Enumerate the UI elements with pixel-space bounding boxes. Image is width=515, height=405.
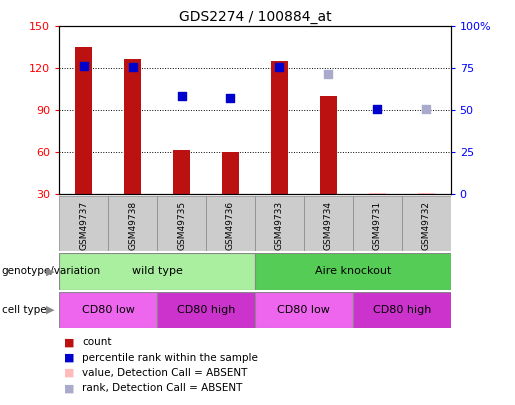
Point: [79, 62, 88, 69]
Point: [422, 106, 430, 112]
Bar: [418, 193, 435, 194]
Text: count: count: [82, 337, 112, 347]
Text: ▶: ▶: [46, 266, 54, 276]
Text: CD80 high: CD80 high: [177, 305, 235, 315]
Bar: [255, 196, 304, 251]
Bar: [124, 59, 141, 194]
Text: percentile rank within the sample: percentile rank within the sample: [82, 353, 259, 362]
Point: [275, 64, 283, 70]
Text: value, Detection Call = ABSENT: value, Detection Call = ABSENT: [82, 368, 248, 378]
Text: GSM49735: GSM49735: [177, 201, 186, 250]
Point: [226, 94, 234, 101]
Bar: [59, 196, 108, 251]
Point: [373, 106, 381, 112]
Bar: [271, 61, 288, 194]
Text: GSM49736: GSM49736: [226, 201, 235, 250]
Bar: [157, 292, 255, 328]
Text: Aire knockout: Aire knockout: [315, 266, 391, 276]
Bar: [255, 292, 353, 328]
Text: ▶: ▶: [46, 305, 54, 315]
Text: ■: ■: [64, 353, 75, 362]
Bar: [157, 196, 206, 251]
Point: [324, 71, 333, 77]
Text: CD80 high: CD80 high: [372, 305, 431, 315]
Bar: [222, 152, 239, 194]
Bar: [353, 196, 402, 251]
Text: CD80 low: CD80 low: [278, 305, 330, 315]
Text: ■: ■: [64, 337, 75, 347]
Text: GSM49738: GSM49738: [128, 201, 137, 250]
Text: genotype/variation: genotype/variation: [2, 266, 100, 276]
Bar: [402, 196, 451, 251]
Title: GDS2274 / 100884_at: GDS2274 / 100884_at: [179, 10, 331, 24]
Text: wild type: wild type: [132, 266, 182, 276]
Bar: [59, 292, 157, 328]
Bar: [369, 193, 386, 194]
Text: GSM49737: GSM49737: [79, 201, 88, 250]
Bar: [59, 253, 255, 290]
Point: [128, 64, 136, 70]
Text: GSM49731: GSM49731: [373, 201, 382, 250]
Bar: [173, 149, 190, 194]
Point: [177, 93, 185, 100]
Bar: [304, 196, 353, 251]
Text: CD80 low: CD80 low: [82, 305, 134, 315]
Text: ■: ■: [64, 384, 75, 393]
Bar: [353, 292, 451, 328]
Bar: [206, 196, 255, 251]
Bar: [255, 253, 451, 290]
Text: GSM49734: GSM49734: [324, 201, 333, 250]
Bar: [108, 196, 157, 251]
Text: ■: ■: [64, 368, 75, 378]
Text: rank, Detection Call = ABSENT: rank, Detection Call = ABSENT: [82, 384, 243, 393]
Bar: [320, 96, 337, 194]
Text: GSM49732: GSM49732: [422, 201, 431, 250]
Bar: [75, 47, 92, 194]
Text: cell type: cell type: [2, 305, 46, 315]
Text: GSM49733: GSM49733: [275, 201, 284, 250]
